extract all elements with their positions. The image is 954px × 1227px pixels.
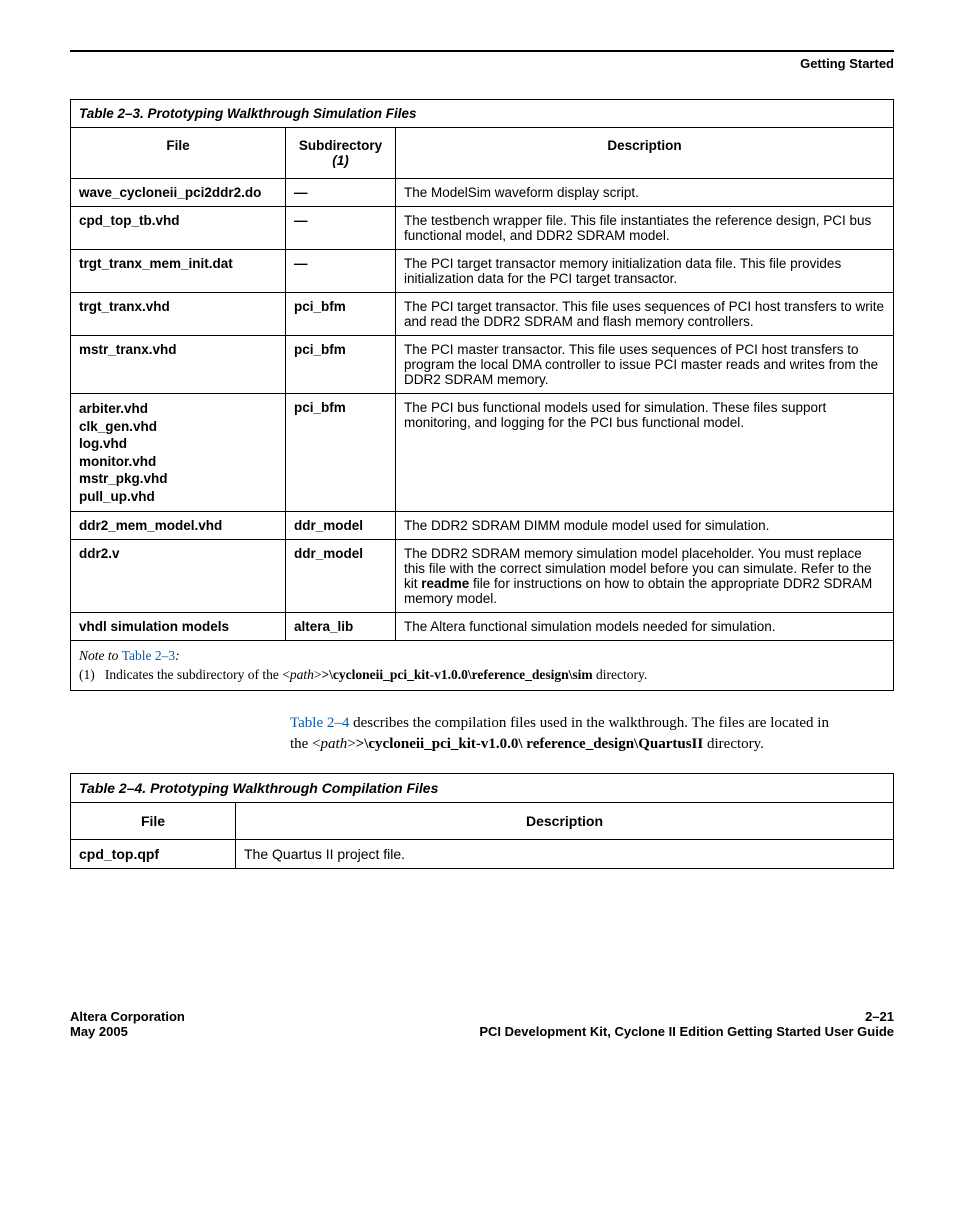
cell-subdir: — xyxy=(286,179,396,207)
cell-desc: The ModelSim waveform display script. xyxy=(396,179,894,207)
table1-col-file: File xyxy=(71,128,286,179)
cell-file: arbiter.vhd clk_gen.vhd log.vhd monitor.… xyxy=(71,394,286,512)
cell-subdir: pci_bfm xyxy=(286,394,396,512)
cell-desc: The Altera functional simulation models … xyxy=(396,613,894,641)
table-row: trgt_tranx_mem_init.dat — The PCI target… xyxy=(71,250,894,293)
cell-file: ddr2.v xyxy=(71,540,286,613)
table-row: cpd_top.qpf The Quartus II project file. xyxy=(71,839,894,868)
table-row: arbiter.vhd clk_gen.vhd log.vhd monitor.… xyxy=(71,394,894,512)
cell-subdir: altera_lib xyxy=(286,613,396,641)
cell-subdir: — xyxy=(286,207,396,250)
table1-note-row: Note to Table 2–3: (1) Indicates the sub… xyxy=(71,641,894,690)
table2-col-desc: Description xyxy=(236,802,894,839)
note-suffix: : xyxy=(175,648,180,663)
cell-file: trgt_tranx.vhd xyxy=(71,293,286,336)
table2-col-file: File xyxy=(71,802,236,839)
note-prefix: Note to xyxy=(79,648,122,663)
note-text-a: Indicates the subdirectory of the < xyxy=(105,667,290,682)
cell-subdir: pci_bfm xyxy=(286,336,396,394)
cell-desc: The PCI bus functional models used for s… xyxy=(396,394,894,512)
table1-col-subdir-note: (1) xyxy=(332,153,349,168)
cell-desc: The Quartus II project file. xyxy=(236,839,894,868)
table1-col-subdir-label: Subdirectory xyxy=(299,138,382,153)
footer-title: PCI Development Kit, Cyclone II Edition … xyxy=(479,1024,894,1039)
para-link[interactable]: Table 2–4 xyxy=(290,715,349,731)
cell-desc: The PCI target transactor memory initial… xyxy=(396,250,894,293)
header-rule xyxy=(70,50,894,52)
para-text-c: directory. xyxy=(703,736,764,752)
header-section: Getting Started xyxy=(70,56,894,71)
cell-desc: The DDR2 SDRAM DIMM module model used fo… xyxy=(396,512,894,540)
table2-title: Table 2–4. Prototyping Walkthrough Compi… xyxy=(71,773,894,802)
compilation-files-table: Table 2–4. Prototyping Walkthrough Compi… xyxy=(70,773,894,869)
cell-file: wave_cycloneii_pci2ddr2.do xyxy=(71,179,286,207)
note-link[interactable]: Table 2–3 xyxy=(122,648,175,663)
cell-file: ddr2_mem_model.vhd xyxy=(71,512,286,540)
table1-title: Table 2–3. Prototyping Walkthrough Simul… xyxy=(71,100,894,128)
para-path: path xyxy=(321,736,348,752)
table-row: ddr2_mem_model.vhd ddr_model The DDR2 SD… xyxy=(71,512,894,540)
cell-desc: The DDR2 SDRAM memory simulation model p… xyxy=(396,540,894,613)
table-row: ddr2.v ddr_model The DDR2 SDRAM memory s… xyxy=(71,540,894,613)
table-row: mstr_tranx.vhd pci_bfm The PCI master tr… xyxy=(71,336,894,394)
table-row: trgt_tranx.vhd pci_bfm The PCI target tr… xyxy=(71,293,894,336)
note-num: (1) xyxy=(79,667,95,682)
footer-page: 2–21 xyxy=(479,1009,894,1024)
body-paragraph: Table 2–4 describes the compilation file… xyxy=(290,713,850,755)
simulation-files-table: Table 2–3. Prototyping Walkthrough Simul… xyxy=(70,99,894,691)
cell-file: cpd_top.qpf xyxy=(71,839,236,868)
cell-subdir: pci_bfm xyxy=(286,293,396,336)
table-row: vhdl simulation models altera_lib The Al… xyxy=(71,613,894,641)
note-path: path xyxy=(290,667,314,682)
note-text-b: >\cycloneii_pci_kit-v1.0.0\reference_des… xyxy=(321,667,592,682)
cell-file: vhdl simulation models xyxy=(71,613,286,641)
file-line: arbiter.vhd clk_gen.vhd log.vhd monitor.… xyxy=(79,400,277,505)
table1-col-subdir: Subdirectory (1) xyxy=(286,128,396,179)
cell-file: mstr_tranx.vhd xyxy=(71,336,286,394)
table-row: wave_cycloneii_pci2ddr2.do — The ModelSi… xyxy=(71,179,894,207)
footer-date: May 2005 xyxy=(70,1024,185,1039)
cell-subdir: ddr_model xyxy=(286,540,396,613)
cell-desc: The PCI master transactor. This file use… xyxy=(396,336,894,394)
cell-file: trgt_tranx_mem_init.dat xyxy=(71,250,286,293)
cell-file: cpd_top_tb.vhd xyxy=(71,207,286,250)
cell-desc: The PCI target transactor. This file use… xyxy=(396,293,894,336)
cell-subdir: ddr_model xyxy=(286,512,396,540)
note-text-c: directory. xyxy=(593,667,648,682)
cell-desc: The testbench wrapper file. This file in… xyxy=(396,207,894,250)
table1-col-desc: Description xyxy=(396,128,894,179)
table-row: cpd_top_tb.vhd — The testbench wrapper f… xyxy=(71,207,894,250)
cell-subdir: — xyxy=(286,250,396,293)
page-footer: Altera Corporation May 2005 2–21 PCI Dev… xyxy=(70,1009,894,1039)
para-text-b: >\cycloneii_pci_kit-v1.0.0\ reference_de… xyxy=(356,736,704,752)
footer-corp: Altera Corporation xyxy=(70,1009,185,1024)
